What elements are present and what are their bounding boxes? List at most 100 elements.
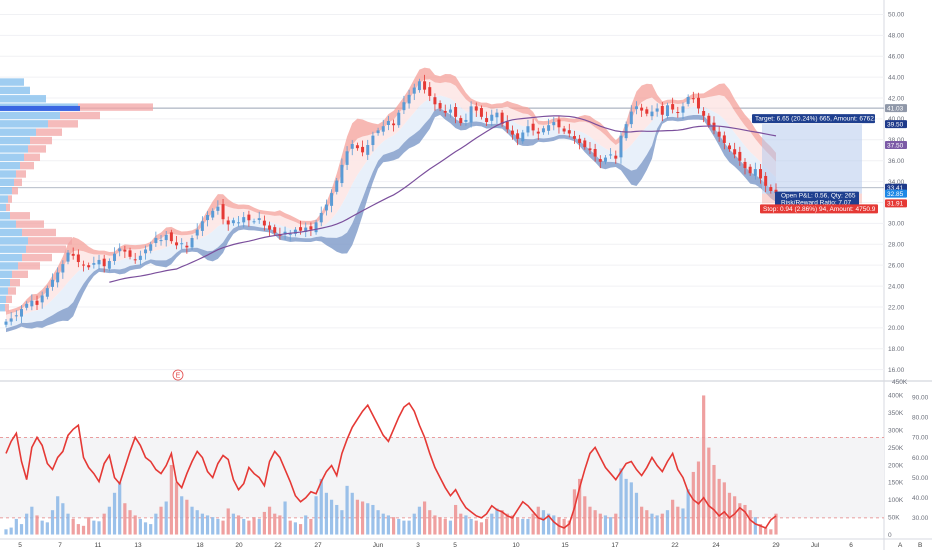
candle-body[interactable] [330,193,334,206]
volume-bar[interactable] [118,482,122,535]
candle-body[interactable] [485,118,489,123]
volume-bar[interactable] [634,492,639,535]
candle-body[interactable] [71,253,75,256]
volume-bar[interactable] [97,521,101,535]
volume-bar[interactable] [531,513,535,535]
candle-body[interactable] [428,87,432,96]
volume-bar[interactable] [603,515,608,535]
volume-bar[interactable] [391,517,396,535]
candle-body[interactable] [138,255,142,260]
candle-body[interactable] [490,114,494,121]
volume-bar[interactable] [66,513,70,535]
candle-body[interactable] [123,249,127,252]
candle-body[interactable] [702,110,706,116]
candle-body[interactable] [324,204,328,211]
candle-body[interactable] [753,169,757,176]
volume-bar[interactable] [521,518,525,535]
volume-bar[interactable] [247,520,251,535]
candle-body[interactable] [464,119,468,122]
candle-body[interactable] [743,161,747,169]
volume-bar[interactable] [748,510,752,535]
volume-bar[interactable] [572,489,577,535]
volume-bar[interactable] [702,395,706,535]
candle-body[interactable] [676,112,680,114]
candle-body[interactable] [681,106,685,113]
candle-body[interactable] [92,263,96,265]
candle-body[interactable] [727,145,731,150]
volume-bar[interactable] [665,510,670,535]
candle-body[interactable] [288,233,292,235]
candle-body[interactable] [562,128,566,132]
volume-bar[interactable] [102,513,106,535]
candle-body[interactable] [283,231,287,235]
candle-body[interactable] [102,258,106,267]
volume-bar[interactable] [138,518,142,535]
candle-body[interactable] [448,109,452,113]
candle-body[interactable] [30,300,34,307]
volume-bar[interactable] [588,506,592,535]
volume-bar[interactable] [273,513,277,535]
candle-body[interactable] [61,264,65,273]
volume-bar[interactable] [593,510,597,535]
candle-body[interactable] [56,272,60,283]
volume-bar[interactable] [655,515,659,535]
candle-body[interactable] [128,250,132,257]
candle-body[interactable] [355,145,359,149]
volume-bar[interactable] [717,478,721,535]
candle-body[interactable] [386,121,390,125]
candle-body[interactable] [25,303,29,308]
candle-body[interactable] [738,151,742,161]
candle-body[interactable] [113,253,117,261]
candle-body[interactable] [87,265,91,268]
volume-bar[interactable] [769,529,773,535]
candle-body[interactable] [149,244,153,251]
candle-body[interactable] [237,222,241,224]
candle-body[interactable] [516,133,520,139]
volume-bar[interactable] [242,518,246,535]
candle-body[interactable] [526,126,530,133]
candle-body[interactable] [578,138,582,143]
volume-bar[interactable] [324,492,329,535]
candle-body[interactable] [438,103,442,109]
volume-bar[interactable] [422,501,427,535]
candle-body[interactable] [634,106,638,110]
volume-bar[interactable] [671,499,675,535]
volume-bar[interactable] [345,485,349,535]
volume-bar[interactable] [159,506,163,535]
candle-body[interactable] [107,260,111,269]
volume-bar[interactable] [71,518,75,535]
candle-body[interactable] [66,252,70,262]
volume-bar[interactable] [495,508,499,535]
volume-bar[interactable] [500,510,504,535]
volume-bar[interactable] [40,520,44,535]
volume-bar[interactable] [536,506,540,535]
candle-body[interactable] [340,164,344,184]
candle-body[interactable] [242,217,246,223]
volume-bar[interactable] [350,492,354,535]
candle-body[interactable] [268,225,272,230]
volume-bar[interactable] [485,518,489,535]
candle-body[interactable] [557,119,561,128]
candle-body[interactable] [314,222,318,233]
candle-body[interactable] [722,135,726,143]
candle-body[interactable] [97,259,101,265]
candle-body[interactable] [454,107,458,117]
candle-body[interactable] [9,318,13,322]
candle-body[interactable] [500,112,504,125]
volume-bar[interactable] [541,510,546,535]
volume-bar[interactable] [516,517,520,535]
volume-bar[interactable] [376,510,380,535]
volume-bar[interactable] [407,520,411,535]
candle-body[interactable] [82,264,86,266]
auto-scale-button[interactable]: A [898,542,903,549]
volume-bar[interactable] [180,496,184,535]
volume-bar[interactable] [733,496,737,535]
candle-body[interactable] [200,221,204,231]
candle-body[interactable] [231,220,235,224]
candle-body[interactable] [402,102,406,111]
candle-body[interactable] [459,118,463,124]
candle-body[interactable] [76,254,80,263]
candle-body[interactable] [118,248,122,252]
earnings-event-badge[interactable] [172,369,184,381]
volume-bar[interactable] [469,518,473,535]
